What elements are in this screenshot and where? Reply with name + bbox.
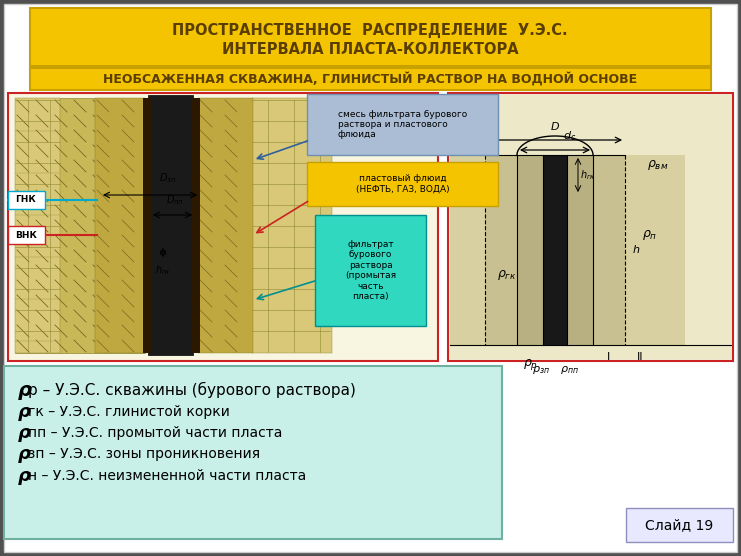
FancyBboxPatch shape — [198, 98, 253, 353]
FancyBboxPatch shape — [30, 8, 711, 66]
FancyBboxPatch shape — [625, 155, 685, 345]
Text: ИНТЕРВАЛА ПЛАСТА-КОЛЛЕКТОРА: ИНТЕРВАЛА ПЛАСТА-КОЛЛЕКТОРА — [222, 42, 518, 57]
Text: $\rho_{зп}$: $\rho_{зп}$ — [532, 364, 550, 376]
FancyBboxPatch shape — [517, 155, 593, 345]
FancyBboxPatch shape — [8, 226, 45, 244]
Text: $h_{гк}$: $h_{гк}$ — [580, 168, 596, 182]
FancyBboxPatch shape — [626, 508, 733, 542]
FancyBboxPatch shape — [448, 93, 733, 361]
FancyBboxPatch shape — [8, 191, 45, 209]
Text: $\rho_р$: $\rho_р$ — [523, 358, 538, 373]
FancyBboxPatch shape — [485, 155, 625, 345]
Text: смесь фильтрата бурового
раствора и пластового
флюида: смесь фильтрата бурового раствора и плас… — [338, 110, 467, 140]
FancyBboxPatch shape — [307, 94, 498, 155]
FancyBboxPatch shape — [15, 98, 60, 353]
FancyBboxPatch shape — [450, 155, 500, 345]
FancyBboxPatch shape — [30, 68, 711, 90]
Text: $\rho_{вм}$: $\rho_{вм}$ — [647, 158, 668, 172]
Text: h: h — [633, 245, 640, 255]
Text: ВНК: ВНК — [15, 231, 37, 240]
Text: Слайд 19: Слайд 19 — [645, 518, 713, 532]
Text: ПРОСТРАНСТВЕННОЕ  РАСПРЕДЕЛЕНИЕ  У.Э.С.: ПРОСТРАНСТВЕННОЕ РАСПРЕДЕЛЕНИЕ У.Э.С. — [172, 22, 568, 37]
Text: фильтрат
бурового
раствора
(промытая
часть
пласта): фильтрат бурового раствора (промытая час… — [345, 240, 396, 301]
Text: НЕОБСАЖЕННАЯ СКВАЖИНА, ГЛИНИСТЫЙ РАСТВОР НА ВОДНОЙ ОСНОВЕ: НЕОБСАЖЕННАЯ СКВАЖИНА, ГЛИНИСТЫЙ РАСТВОР… — [103, 72, 637, 86]
FancyBboxPatch shape — [192, 98, 200, 353]
FancyBboxPatch shape — [148, 95, 193, 355]
FancyBboxPatch shape — [4, 366, 502, 539]
FancyBboxPatch shape — [315, 215, 426, 326]
Text: р – У.Э.С. скважины (бурового раствора): р – У.Э.С. скважины (бурового раствора) — [28, 382, 356, 398]
Text: н – У.Э.С. неизмененной части пласта: н – У.Э.С. неизмененной части пласта — [28, 469, 306, 483]
Text: ρ: ρ — [18, 380, 32, 400]
Text: ρ: ρ — [18, 445, 31, 463]
Text: ρ: ρ — [18, 403, 31, 421]
FancyBboxPatch shape — [4, 4, 737, 552]
Text: $D_{зп}$: $D_{зп}$ — [159, 171, 176, 185]
Text: II: II — [637, 352, 643, 362]
FancyBboxPatch shape — [307, 162, 498, 206]
Text: $D$: $D$ — [550, 120, 560, 132]
FancyBboxPatch shape — [15, 98, 145, 353]
Text: зп – У.Э.С. зоны проникновения: зп – У.Э.С. зоны проникновения — [28, 447, 260, 461]
Text: ρ: ρ — [18, 467, 31, 485]
Text: $D_{пп}$: $D_{пп}$ — [166, 193, 184, 207]
FancyBboxPatch shape — [8, 93, 438, 361]
FancyBboxPatch shape — [95, 98, 145, 353]
Text: ρ: ρ — [18, 424, 31, 442]
FancyBboxPatch shape — [252, 98, 332, 353]
Text: $\rho_п$: $\rho_п$ — [642, 228, 657, 242]
Text: гк – У.Э.С. глинистой корки: гк – У.Э.С. глинистой корки — [28, 405, 230, 419]
Text: $h_{гк}$: $h_{гк}$ — [155, 263, 171, 277]
Text: пп – У.Э.С. промытой части пласта: пп – У.Э.С. промытой части пласта — [28, 426, 282, 440]
Text: ГНК: ГНК — [16, 196, 36, 205]
FancyBboxPatch shape — [543, 155, 567, 345]
Text: $\rho_{пп}$: $\rho_{пп}$ — [560, 364, 579, 376]
Text: пластовый флюид
(НЕФТЬ, ГАЗ, ВОДА): пластовый флюид (НЕФТЬ, ГАЗ, ВОДА) — [356, 174, 449, 193]
FancyBboxPatch shape — [450, 95, 731, 359]
Text: $d_c$: $d_c$ — [563, 129, 576, 143]
FancyBboxPatch shape — [143, 98, 151, 353]
Text: $\rho_{гк}$: $\rho_{гк}$ — [497, 268, 516, 282]
Text: I: I — [608, 352, 611, 362]
